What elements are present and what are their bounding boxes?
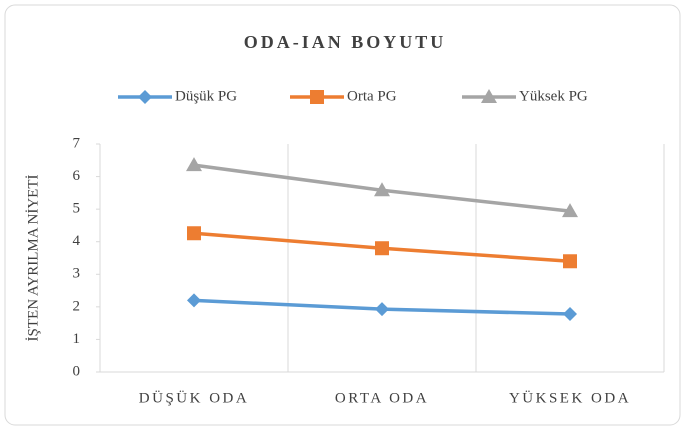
marker <box>375 302 389 317</box>
y-tick-label: 7 <box>73 135 81 151</box>
marker <box>374 182 390 197</box>
marker <box>481 89 497 103</box>
marker <box>310 90 324 104</box>
y-tick-label: 1 <box>73 331 81 347</box>
marker <box>186 157 202 172</box>
marker <box>138 90 152 104</box>
y-axis-label: İŞTEN AYRILMA NİYETİ <box>25 175 41 342</box>
marker <box>563 307 577 322</box>
marker <box>563 254 577 269</box>
legend-label: Yüksek PG <box>519 88 588 104</box>
marker <box>562 203 578 218</box>
chart-title: ODA-IAN BOYUTU <box>244 32 447 52</box>
y-tick-label: 6 <box>73 168 81 184</box>
x-tick-label: DÜŞÜK ODA <box>139 389 249 406</box>
y-tick-label: 0 <box>73 363 81 379</box>
x-tick-label: YÜKSEK ODA <box>509 389 631 406</box>
y-tick-label: 2 <box>73 298 81 314</box>
legend-label: Orta PG <box>347 88 397 104</box>
x-tick-label: ORTA ODA <box>335 390 429 406</box>
y-tick-label: 3 <box>73 266 81 282</box>
chart-frame <box>4 4 681 426</box>
marker <box>187 293 201 308</box>
y-tick-label: 4 <box>73 233 81 249</box>
legend-label: Düşük PG <box>175 88 237 104</box>
marker <box>187 226 201 241</box>
y-tick-label: 5 <box>73 201 81 217</box>
marker <box>375 241 389 256</box>
